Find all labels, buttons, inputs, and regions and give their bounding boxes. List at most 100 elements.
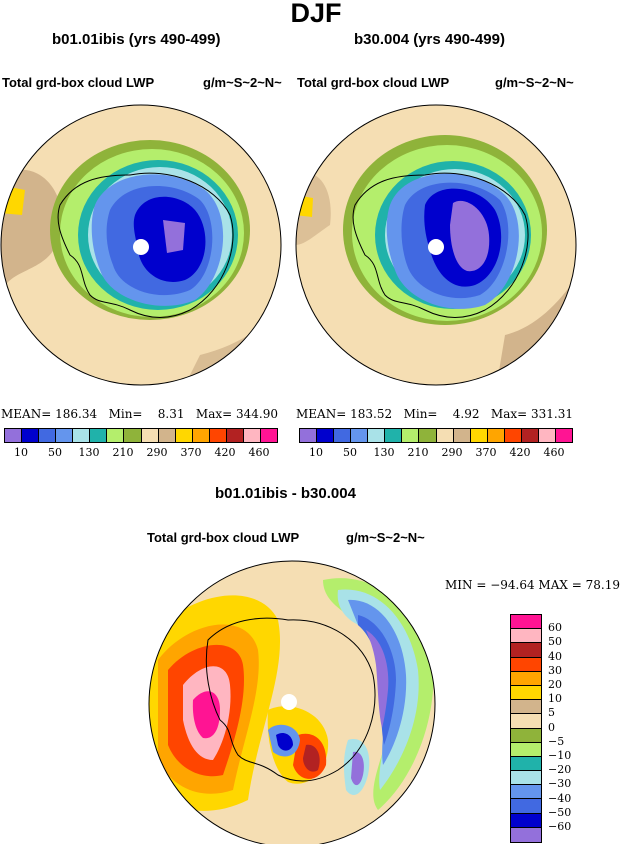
panel2-colorbar-tick-label: 290	[441, 446, 463, 459]
diff-variable-label: Total grd-box cloud LWP	[147, 530, 300, 545]
panel2-colorbar-swatch	[453, 429, 471, 442]
panel1-colorbar-swatch	[22, 429, 40, 442]
diff-colorbar	[510, 614, 542, 843]
figure-title: DJF	[290, 0, 342, 28]
panel1-colorbar-swatch	[158, 429, 176, 442]
diff-title: b01.01ibis - b30.004	[215, 485, 356, 502]
panel1-max-label: Max=	[195, 407, 233, 421]
panel1-colorbar-tick-label: 130	[78, 446, 100, 459]
panel2-colorbar-swatch	[487, 429, 505, 442]
panel1-colorbar-swatch	[73, 429, 91, 442]
panel1-colorbar-swatch	[5, 429, 23, 442]
diff-colorbar-tick-label: 50	[548, 635, 562, 649]
diff-colorbar-tick-label: 5	[548, 706, 555, 720]
diff-colorbar-swatch	[511, 615, 541, 630]
panel2-colorbar-swatch	[317, 429, 335, 442]
panel1-colorbar-swatch	[226, 429, 244, 442]
diff-colorbar-swatch	[511, 629, 541, 644]
diff-colorbar-swatch	[511, 643, 541, 658]
panel1-colorbar-swatch	[260, 429, 277, 442]
panel2-colorbar	[299, 428, 573, 443]
diff-colorbar-swatch	[511, 827, 541, 842]
panel2-colorbar-tick-label: 50	[343, 446, 357, 459]
panel2-colorbar-swatch	[402, 429, 420, 442]
panel2-colorbar-ticks: 10 50 130 210 290 370 420 460	[299, 446, 571, 460]
panel1-colorbar-tick-label: 50	[48, 446, 62, 459]
panel2-min-value: 4.92	[452, 407, 480, 421]
panel1-colorbar-tick-label: 370	[180, 446, 202, 459]
diff-colorbar-swatch	[511, 671, 541, 686]
panel2-units-label: g/m~S~2~N~	[495, 75, 574, 90]
diff-colorbar-tick-label: 40	[548, 649, 562, 663]
panel1-colorbar-tick-label: 10	[14, 446, 28, 459]
panel1-colorbar-swatch	[175, 429, 193, 442]
panel1-colorbar-swatch	[56, 429, 74, 442]
panel2-colorbar-swatch	[555, 429, 572, 442]
panel2-colorbar-tick-label: 210	[407, 446, 429, 459]
diff-units-label: g/m~S~2~N~	[346, 530, 425, 545]
panel2-colorbar-tick-label: 130	[373, 446, 395, 459]
panel2-polar-map	[295, 104, 577, 386]
panel2-colorbar-swatch	[419, 429, 437, 442]
panel1-max-value: 344.90	[236, 407, 279, 421]
panel1-colorbar-ticks: 10 50 130 210 290 370 420 460	[4, 446, 276, 460]
diff-colorbar-swatch	[511, 799, 541, 814]
panel2-colorbar-swatch	[368, 429, 386, 442]
diff-colorbar-tick-label: 30	[548, 663, 562, 677]
panel2-colorbar-swatch	[300, 429, 318, 442]
panel1-polar-map	[0, 104, 282, 386]
panel1-stats: MEAN= 186.34 Min= 8.31 Max= 344.90	[1, 407, 278, 421]
panel2-colorbar-swatch	[385, 429, 403, 442]
panel1-mean-label: MEAN=	[1, 407, 52, 421]
panel2-colorbar-swatch	[521, 429, 539, 442]
diff-colorbar-swatch	[511, 714, 541, 729]
panel2-colorbar-tick-label: 460	[543, 446, 565, 459]
diff-colorbar-swatch	[511, 813, 541, 828]
panel1-colorbar-swatch	[192, 429, 210, 442]
panel2-colorbar-swatch	[538, 429, 556, 442]
panel2-min-label: Min=	[403, 407, 438, 421]
diff-colorbar-tick-label: 60	[548, 621, 562, 635]
diff-minmax: MIN = −94.64 MAX = 78.19	[445, 578, 620, 592]
panel2-colorbar-swatch	[436, 429, 454, 442]
diff-colorbar-swatch	[511, 728, 541, 743]
panel1-colorbar-tick-label: 420	[214, 446, 236, 459]
diff-colorbar-tick-label: −20	[548, 763, 572, 777]
panel1-units-label: g/m~S~2~N~	[203, 75, 282, 90]
diff-colorbar-tick-label: 20	[548, 678, 562, 691]
panel1-colorbar-tick-label: 210	[112, 446, 134, 459]
panel2-colorbar-swatch	[470, 429, 488, 442]
panel1-mean-value: 186.34	[55, 407, 98, 421]
panel1-colorbar-swatch	[209, 429, 227, 442]
panel2-case-title: b30.004 (yrs 490-499)	[354, 31, 505, 48]
diff-colorbar-tick-label: −50	[548, 805, 572, 819]
diff-colorbar-swatch	[511, 657, 541, 672]
panel1-colorbar	[4, 428, 278, 443]
diff-colorbar-swatch	[511, 756, 541, 772]
panel1-colorbar-tick-label: 460	[248, 446, 270, 459]
panel1-variable-label: Total grd-box cloud LWP	[2, 75, 155, 90]
diff-colorbar-swatch	[511, 771, 541, 786]
diff-colorbar-tick-label: −5	[548, 734, 565, 748]
panel1-colorbar-swatch	[124, 429, 142, 442]
panel2-variable-label: Total grd-box cloud LWP	[297, 75, 450, 90]
panel2-colorbar-swatch	[351, 429, 369, 442]
panel1-colorbar-swatch	[39, 429, 57, 442]
panel1-colorbar-swatch	[107, 429, 125, 442]
panel2-colorbar-tick-label: 420	[509, 446, 531, 459]
diff-colorbar-tick-label: 10	[548, 692, 562, 706]
panel1-colorbar-tick-label: 290	[146, 446, 168, 459]
diff-colorbar-swatch	[511, 685, 541, 701]
diff-colorbar-swatch	[511, 742, 541, 757]
diff-colorbar-tick-label: −30	[548, 777, 572, 791]
panel2-colorbar-swatch	[504, 429, 522, 442]
diff-colorbar-tick-label: −40	[548, 791, 572, 805]
panel2-max-value: 331.31	[531, 407, 574, 421]
panel2-stats: MEAN= 183.52 Min= 4.92 Max= 331.31	[296, 407, 573, 421]
panel1-min-value: 8.31	[157, 407, 185, 421]
panel2-colorbar-swatch	[334, 429, 352, 442]
panel2-mean-value: 183.52	[350, 407, 393, 421]
panel1-colorbar-swatch	[141, 429, 159, 442]
panel2-colorbar-tick-label: 370	[475, 446, 497, 459]
panel1-min-label: Min=	[108, 407, 143, 421]
